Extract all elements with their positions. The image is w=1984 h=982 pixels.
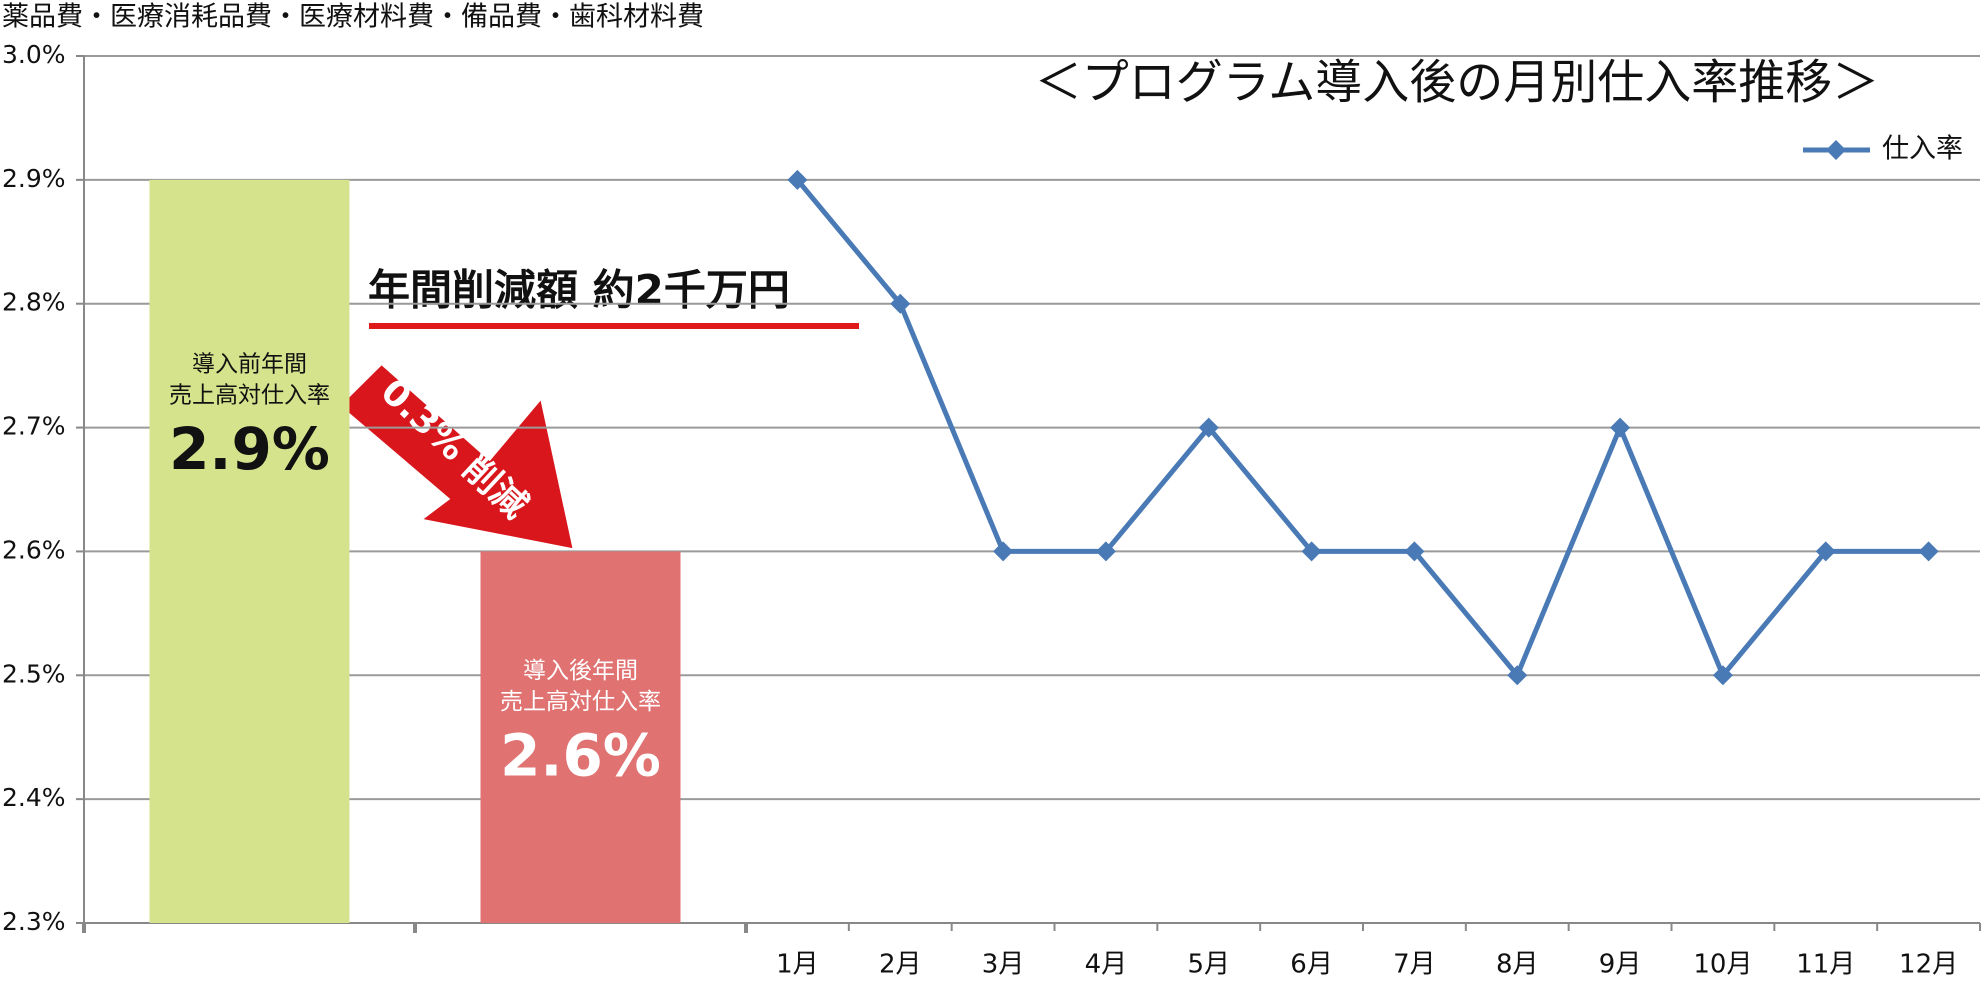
y-tick-label: 2.5% [2,659,66,688]
x-tick-label: 4月 [1085,950,1128,980]
x-tick-label: 6月 [1290,950,1333,980]
marker [993,541,1014,562]
legend-marker [1826,140,1846,160]
bar-label: 導入後年間 [523,658,638,684]
marker [1507,665,1528,686]
x-tick-label: 3月 [982,950,1025,980]
y-tick-label: 2.7% [2,412,66,441]
bar [480,551,681,923]
x-tick-label: 9月 [1599,950,1642,980]
marker [1610,417,1631,438]
y-tick-label: 2.8% [2,288,66,317]
marker [1095,541,1116,562]
marker [1815,541,1836,562]
x-tick-label: 11月 [1796,950,1855,980]
marker [1301,541,1322,562]
x-tick-label: 8月 [1496,950,1539,980]
x-tick-label: 7月 [1393,950,1436,980]
chart-title: ＜プログラム導入後の月別仕入率推移＞ [1035,56,1880,111]
x-tick-label: 2月 [879,950,922,980]
y-tick-label: 2.3% [2,907,66,936]
line [795,178,1929,681]
x-tick-label: 5月 [1187,950,1230,980]
y-tick-label: 2.9% [2,164,66,193]
y-tick-label: 2.4% [2,783,66,812]
bar-value-label: 2.6% [500,722,661,790]
y-tick-label: 3.0% [2,40,66,69]
legend-label: 仕入率 [1882,134,1963,165]
marker [890,293,911,314]
marker [1918,541,1939,562]
bar-label: 売上高対仕入率 [500,689,661,715]
bar-value-label: 2.9% [169,415,330,483]
y-tick-label: 2.6% [2,535,66,564]
arrow [340,365,573,549]
marker [1712,665,1733,686]
x-tick-label: 10月 [1693,950,1752,980]
bar-label: 導入前年間 [192,351,307,377]
marker [1404,541,1425,562]
x-tick-label: 12月 [1899,950,1958,980]
chart-subtitle: 薬品費・医療消耗品費・医療材料費・備品費・歯科材料費 [2,2,704,33]
marker [787,169,808,190]
annotation: 年間削減額 約2千万円 [368,266,790,315]
bar-label: 売上高対仕入率 [169,382,330,408]
bar [149,179,350,923]
marker [1198,417,1219,438]
x-tick-label: 1月 [776,950,819,980]
